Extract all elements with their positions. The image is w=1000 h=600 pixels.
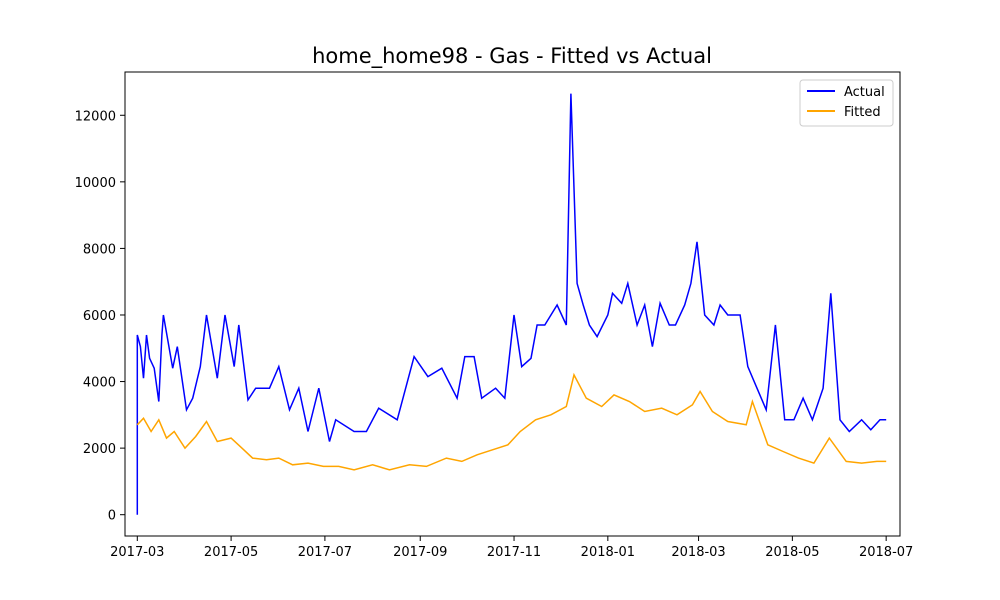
x-tick-label: 2017-05 bbox=[204, 545, 258, 560]
x-tick-label: 2018-01 bbox=[581, 545, 635, 560]
y-tick-label: 6000 bbox=[83, 309, 116, 324]
legend-label-actual: Actual bbox=[844, 85, 885, 100]
x-tick-label: 2017-11 bbox=[487, 545, 541, 560]
plot-area bbox=[136, 93, 887, 515]
x-tick-label: 2018-05 bbox=[765, 545, 819, 560]
x-axis: 2017-03 2017-05 2017-07 2017-09 2017-11 2018-… bbox=[110, 536, 913, 560]
x-tick-label: 2018-03 bbox=[671, 545, 725, 560]
x-tick-label: 2017-03 bbox=[110, 545, 164, 560]
y-tick-label: 2000 bbox=[83, 442, 116, 457]
y-tick-label: 8000 bbox=[83, 242, 116, 257]
x-tick-label: 2018-07 bbox=[859, 545, 913, 560]
plot-frame bbox=[124, 71, 901, 537]
y-tick-label: 4000 bbox=[83, 376, 116, 391]
series-line-fitted bbox=[136, 372, 887, 471]
y-tick-label: 10000 bbox=[75, 176, 116, 191]
y-tick-label: 0 bbox=[108, 509, 116, 524]
y-axis: 0 2000 4000 6000 8000 10000 12000 bbox=[75, 109, 125, 524]
series-line-actual bbox=[136, 93, 887, 515]
x-tick-label: 2017-07 bbox=[298, 545, 352, 560]
chart-title: home_home98 - Gas - Fitted vs Actual bbox=[312, 44, 712, 69]
y-tick-label: 12000 bbox=[75, 109, 116, 124]
x-tick-label: 2017-09 bbox=[393, 545, 447, 560]
legend: Actual Fitted bbox=[799, 79, 894, 127]
legend-label-fitted: Fitted bbox=[844, 105, 881, 120]
